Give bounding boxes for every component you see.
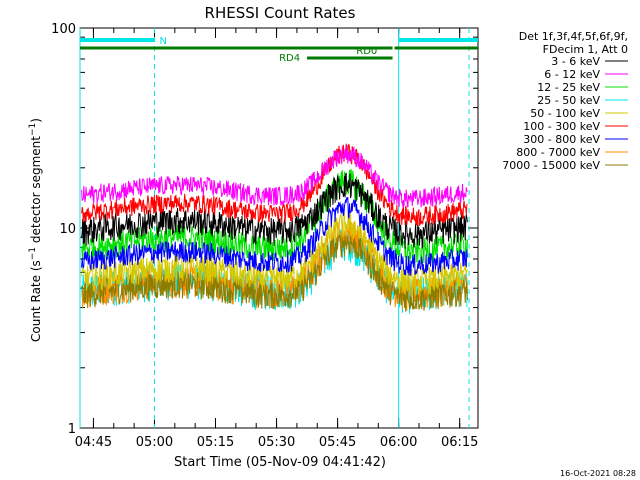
footer-timestamp: 16-Oct-2021 08:28 [560, 469, 636, 478]
series-line-1 [81, 145, 468, 208]
series-line-4 [81, 210, 468, 297]
y-label-end: ) [29, 118, 43, 123]
x-tick-label: 05:00 [136, 435, 173, 450]
legend-entry-label: 800 - 7000 keV [516, 146, 600, 159]
y-label-exp1: −1 [28, 247, 38, 260]
series-line-5 [81, 143, 468, 227]
x-tick-label: 05:15 [197, 435, 234, 450]
series-line-0 [81, 172, 468, 250]
x-tick-label: 04:45 [75, 435, 112, 450]
legend-entry-label: 300 - 800 keV [523, 133, 600, 146]
rd0-label: RD0 [356, 46, 377, 57]
night-label: N [159, 36, 166, 47]
legend-header-line: Det 1f,3f,4f,5f,6f,9f, [519, 30, 628, 43]
x-tick-label: 05:45 [319, 435, 356, 450]
legend-header-line: FDecim 1, Att 0 [543, 43, 628, 56]
plot-area: 1 10 100 04:45 05:00 05:15 05:30 05:45 06:00 06:1… [51, 22, 479, 450]
y-label-mid: detector segment [29, 136, 43, 247]
legend-entry-label: 25 - 50 keV [537, 94, 600, 107]
legend-entry-label: 50 - 100 keV [530, 107, 600, 120]
legend-entry-label: 100 - 300 keV [523, 120, 600, 133]
series-line-8 [81, 231, 468, 312]
svg-text:Count Rate (s−1 detector segme: Count Rate (s−1 detector segment−1) [28, 118, 43, 342]
legend-entry-label: 7000 - 15000 keV [502, 159, 600, 172]
series-line-6 [81, 197, 468, 276]
y-label-main: Count Rate (s [29, 260, 43, 342]
y-label-exp2: −1 [28, 123, 38, 136]
legend: Det 1f,3f,4f,5f,6f,9f,FDecim 1, Att 03 -… [502, 30, 628, 172]
y-tick-label: 100 [51, 22, 76, 37]
x-tick-label: 06:00 [380, 435, 417, 450]
legend-entry-label: 6 - 12 keV [544, 68, 600, 81]
x-tick-label: 06:15 [441, 435, 478, 450]
rd4-label: RD4 [279, 53, 300, 64]
y-tick-label: 10 [59, 222, 76, 237]
y-tick-label: 1 [68, 422, 76, 437]
legend-entry-label: 3 - 6 keV [551, 55, 600, 68]
y-axis-label: Count Rate (s−1 detector segment−1) [28, 118, 43, 342]
legend-entry-label: 12 - 25 keV [537, 81, 600, 94]
x-tick-label: 05:30 [258, 435, 295, 450]
x-axis-label: Start Time (05-Nov-09 04:41:42) [174, 455, 386, 470]
chart-title: RHESSI Count Rates [205, 4, 356, 22]
